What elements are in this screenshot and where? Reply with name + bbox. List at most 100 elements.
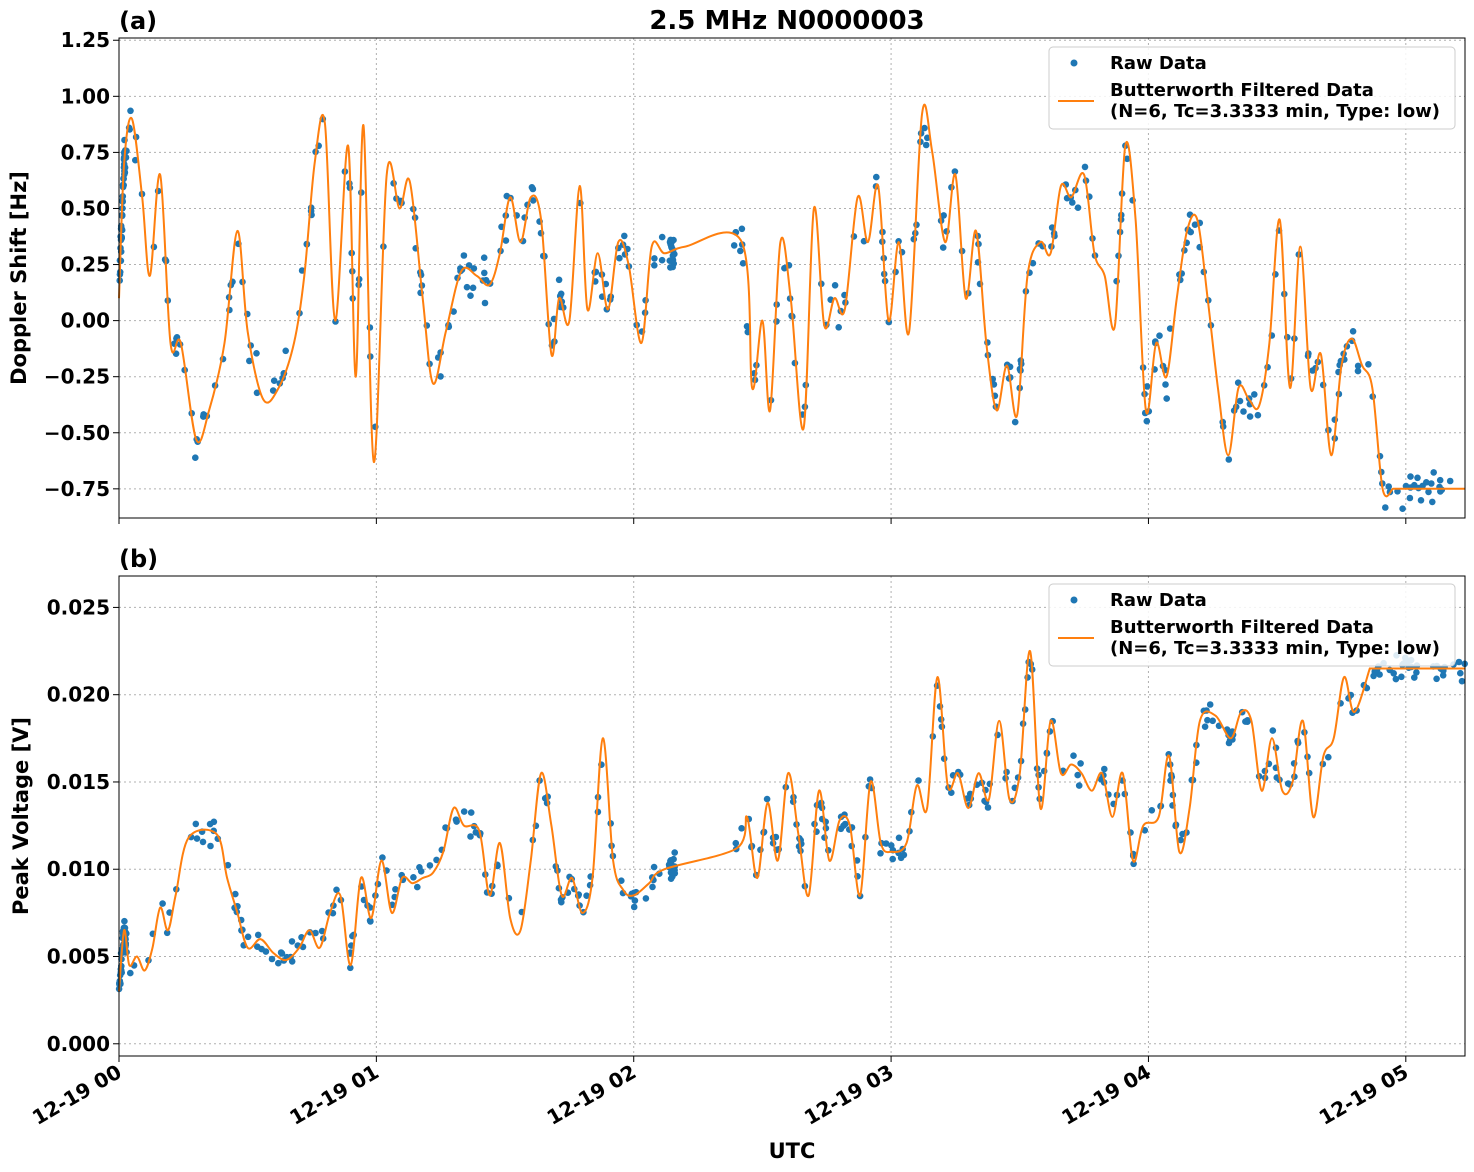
raw-data-point	[1402, 482, 1410, 490]
raw-data-point	[667, 875, 675, 882]
raw-data-point	[1011, 418, 1019, 426]
raw-data-point	[1325, 753, 1332, 761]
raw-data-point	[618, 877, 625, 884]
raw-data-point	[1407, 473, 1414, 480]
raw-data-point	[730, 242, 738, 249]
raw-data-point	[1411, 674, 1418, 681]
raw-data-point	[460, 252, 468, 259]
raw-data-point	[1365, 361, 1372, 368]
x-axis-label: UTC	[769, 1139, 816, 1163]
raw-data-point	[1101, 765, 1108, 773]
raw-data-point	[1156, 332, 1163, 340]
raw-data-point	[669, 252, 677, 259]
raw-data-point	[1246, 413, 1254, 420]
raw-data-point	[232, 890, 239, 898]
raw-data-point	[651, 262, 658, 269]
raw-data-point	[1077, 760, 1084, 767]
raw-data-point	[651, 255, 658, 262]
raw-data-point	[469, 284, 477, 292]
raw-data-point	[910, 235, 918, 243]
raw-data-point	[835, 324, 842, 331]
raw-data-point	[366, 917, 374, 924]
raw-data-point	[583, 892, 590, 899]
panel-b-xticks: 12-19 00 12-19 01 12-19 02 12-19 03 12-19 04…	[28, 1056, 1412, 1130]
raw-data-point	[921, 124, 928, 132]
panel-a-yticks: −0.75 −0.50 −0.25 0.00 0.25 0.50 0.75 1.00 1.25	[44, 28, 119, 501]
raw-data-point	[1429, 498, 1436, 506]
raw-data-point	[616, 254, 623, 262]
raw-data-point	[1428, 480, 1435, 487]
raw-data-point	[1399, 505, 1406, 512]
raw-data-point	[1446, 477, 1454, 485]
legend-raw-label: Raw Data	[1110, 53, 1207, 74]
x-tick-label: 12-19 01	[285, 1060, 383, 1130]
y-tick-label: −0.75	[44, 477, 110, 501]
raw-data-point	[630, 903, 638, 911]
raw-data-point	[984, 804, 992, 811]
raw-data-point	[278, 950, 286, 957]
legend-filtered-label-1: Butterworth Filtered Data	[1110, 617, 1374, 638]
raw-data-point	[1177, 836, 1184, 844]
raw-data-point	[192, 454, 199, 462]
raw-data-point	[1074, 771, 1081, 779]
panel-a-ylabel: Doppler Shift [Hz]	[7, 171, 31, 385]
raw-data-point	[948, 789, 955, 796]
raw-data-point	[1398, 673, 1405, 681]
y-tick-label: 0.005	[47, 945, 110, 969]
raw-data-point	[669, 869, 677, 877]
raw-data-point	[658, 256, 666, 264]
panel-b-label: (b)	[119, 545, 158, 573]
raw-data-point	[163, 929, 171, 937]
raw-data-point	[1376, 671, 1383, 678]
raw-data-point	[1166, 325, 1174, 332]
raw-data-point	[1123, 155, 1131, 163]
legend-filtered-label-2: (N=6, Tc=3.3333 min, Type: low)	[1110, 101, 1440, 122]
raw-data-point	[529, 185, 537, 193]
raw-data-point	[915, 777, 922, 784]
raw-data-point	[667, 857, 675, 864]
legend-raw-marker	[1070, 596, 1078, 604]
raw-data-point	[1075, 782, 1083, 789]
raw-data-point	[1414, 474, 1421, 482]
raw-data-point	[1455, 658, 1463, 666]
x-tick-label: 12-19 03	[800, 1060, 898, 1130]
raw-data-point	[1406, 494, 1414, 502]
raw-data-point	[460, 808, 468, 815]
panel-a-data	[116, 103, 1465, 512]
raw-data-point	[437, 373, 444, 380]
raw-data-point	[1225, 456, 1233, 463]
raw-data-point	[1269, 727, 1277, 734]
y-tick-label: 0.025	[47, 595, 110, 619]
raw-data-point	[1354, 362, 1362, 370]
raw-data-point	[1349, 328, 1357, 335]
y-tick-label: −0.25	[44, 365, 110, 389]
raw-data-point	[224, 861, 232, 869]
raw-data-point	[1458, 677, 1466, 685]
legend-raw-label: Raw Data	[1110, 590, 1207, 611]
raw-data-point	[410, 874, 417, 881]
raw-data-point	[254, 931, 262, 939]
raw-data-point	[1413, 669, 1420, 676]
raw-data-point	[621, 232, 628, 240]
raw-data-point	[258, 945, 265, 953]
legend-raw-marker	[1070, 59, 1078, 67]
raw-data-point	[268, 955, 276, 963]
raw-data-point	[127, 107, 134, 115]
raw-data-point	[452, 816, 460, 823]
legend-box	[1048, 46, 1456, 130]
raw-data-point	[127, 969, 134, 977]
panel-b-frame	[118, 575, 1466, 1057]
legend-filtered-label-1: Butterworth Filtered Data	[1110, 80, 1374, 101]
panel-b-ylabel: Peak Voltage [V]	[9, 717, 33, 915]
raw-data-point	[467, 809, 475, 816]
raw-data-point	[417, 868, 425, 875]
panel-b-legend: Raw Data Butterworth Filtered Data (N=6,…	[1048, 583, 1456, 667]
raw-data-point	[269, 387, 277, 394]
raw-data-point	[732, 839, 740, 847]
legend-filtered-label-2: (N=6, Tc=3.3333 min, Type: low)	[1110, 638, 1440, 659]
raw-data-point	[1201, 723, 1209, 730]
raw-data-point	[1204, 716, 1211, 724]
raw-data-point	[940, 212, 947, 219]
raw-data-point	[426, 862, 434, 869]
raw-data-point	[739, 260, 747, 267]
